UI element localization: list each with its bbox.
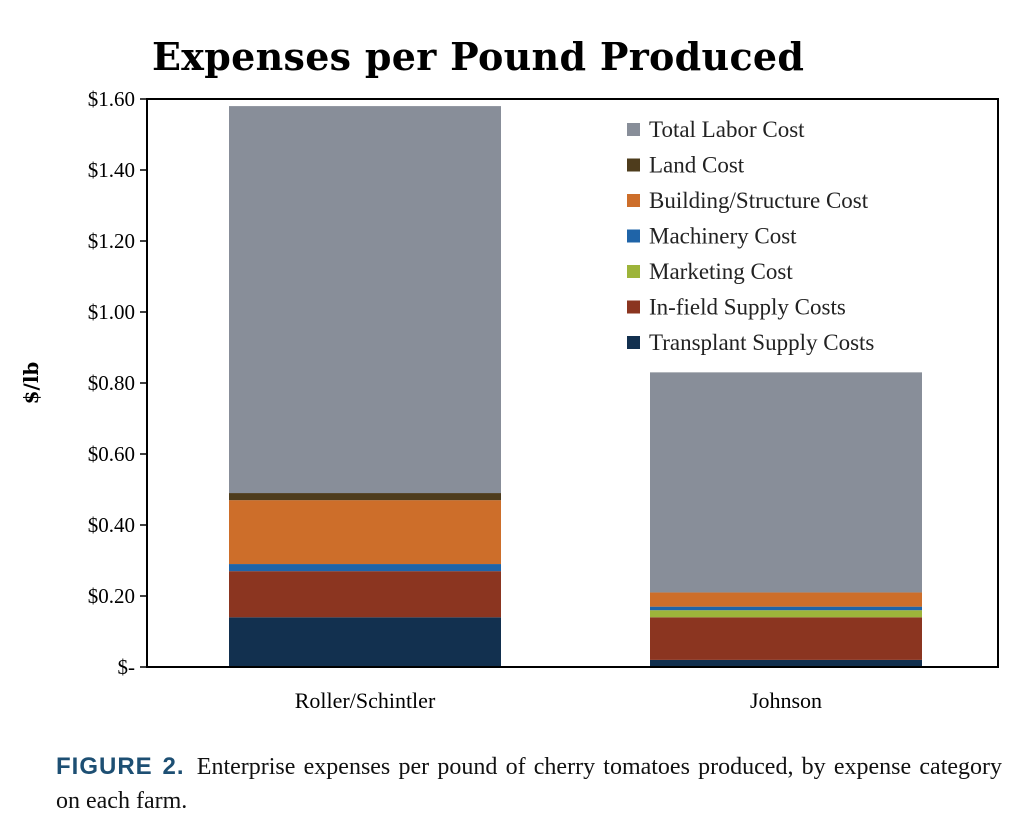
bar-segment — [650, 617, 922, 660]
y-tick-label: $1.40 — [88, 158, 135, 182]
legend-label: Land Cost — [649, 153, 745, 178]
chart-area: $- $0.20 $0.40 $0.60 $0.80 $1.00 $1.20 $1.40 $1.… — [19, 87, 999, 713]
y-tick-label: $1.60 — [88, 87, 135, 111]
bar-segment — [229, 106, 501, 494]
legend-swatch — [627, 265, 640, 278]
figure-caption: FIGURE 2. Enterprise expenses per pound … — [56, 750, 1002, 818]
bar-segment — [650, 610, 922, 618]
legend-swatch — [627, 194, 640, 207]
bar-segment — [229, 500, 501, 565]
x-category-label: Johnson — [750, 688, 822, 713]
bar-segment — [229, 617, 501, 667]
y-tick-label: $0.20 — [88, 584, 135, 608]
bar-segment — [650, 659, 922, 667]
legend-swatch — [627, 123, 640, 136]
legend-label: In-field Supply Costs — [649, 295, 846, 320]
y-tick-label: $1.20 — [88, 229, 135, 253]
bar-segment — [650, 592, 922, 607]
y-axis-label: $/lb — [19, 362, 43, 405]
legend: Total Labor Cost Land Cost Building/Struct… — [627, 117, 874, 355]
legend-label: Machinery Cost — [649, 224, 797, 249]
legend-label: Marketing Cost — [649, 259, 793, 284]
bar-segment — [650, 372, 922, 593]
y-tick-label: $- — [118, 655, 136, 679]
bar-segment — [229, 493, 501, 501]
y-tick-label: $1.00 — [88, 300, 135, 324]
bar-segment — [229, 564, 501, 572]
x-category-label: Roller/Schintler — [295, 688, 436, 713]
legend-label: Transplant Supply Costs — [649, 330, 874, 355]
y-tick-label: $0.60 — [88, 442, 135, 466]
caption-text: Enterprise expenses per pound of cherry … — [56, 754, 1003, 814]
legend-swatch — [627, 158, 640, 172]
legend-swatch — [627, 300, 640, 314]
y-axis-ticks: $- $0.20 $0.40 $0.60 $0.80 $1.00 $1.20 $1.40 $1.… — [88, 87, 147, 679]
bar-segment — [229, 571, 501, 618]
x-axis-categories: Roller/Schintler Johnson — [295, 688, 822, 713]
legend-swatch — [627, 336, 640, 349]
legend-label: Building/Structure Cost — [649, 188, 869, 213]
figure-label: FIGURE 2. — [56, 753, 185, 780]
bar-segment — [650, 606, 922, 611]
y-tick-label: $0.80 — [88, 371, 135, 395]
y-tick-label: $0.40 — [88, 513, 135, 537]
bar-stacks — [229, 106, 922, 667]
chart-title: Expenses per Pound Produced — [152, 34, 805, 79]
plot-frame — [146, 98, 999, 668]
legend-swatch — [627, 229, 640, 243]
legend-label: Total Labor Cost — [649, 117, 805, 142]
